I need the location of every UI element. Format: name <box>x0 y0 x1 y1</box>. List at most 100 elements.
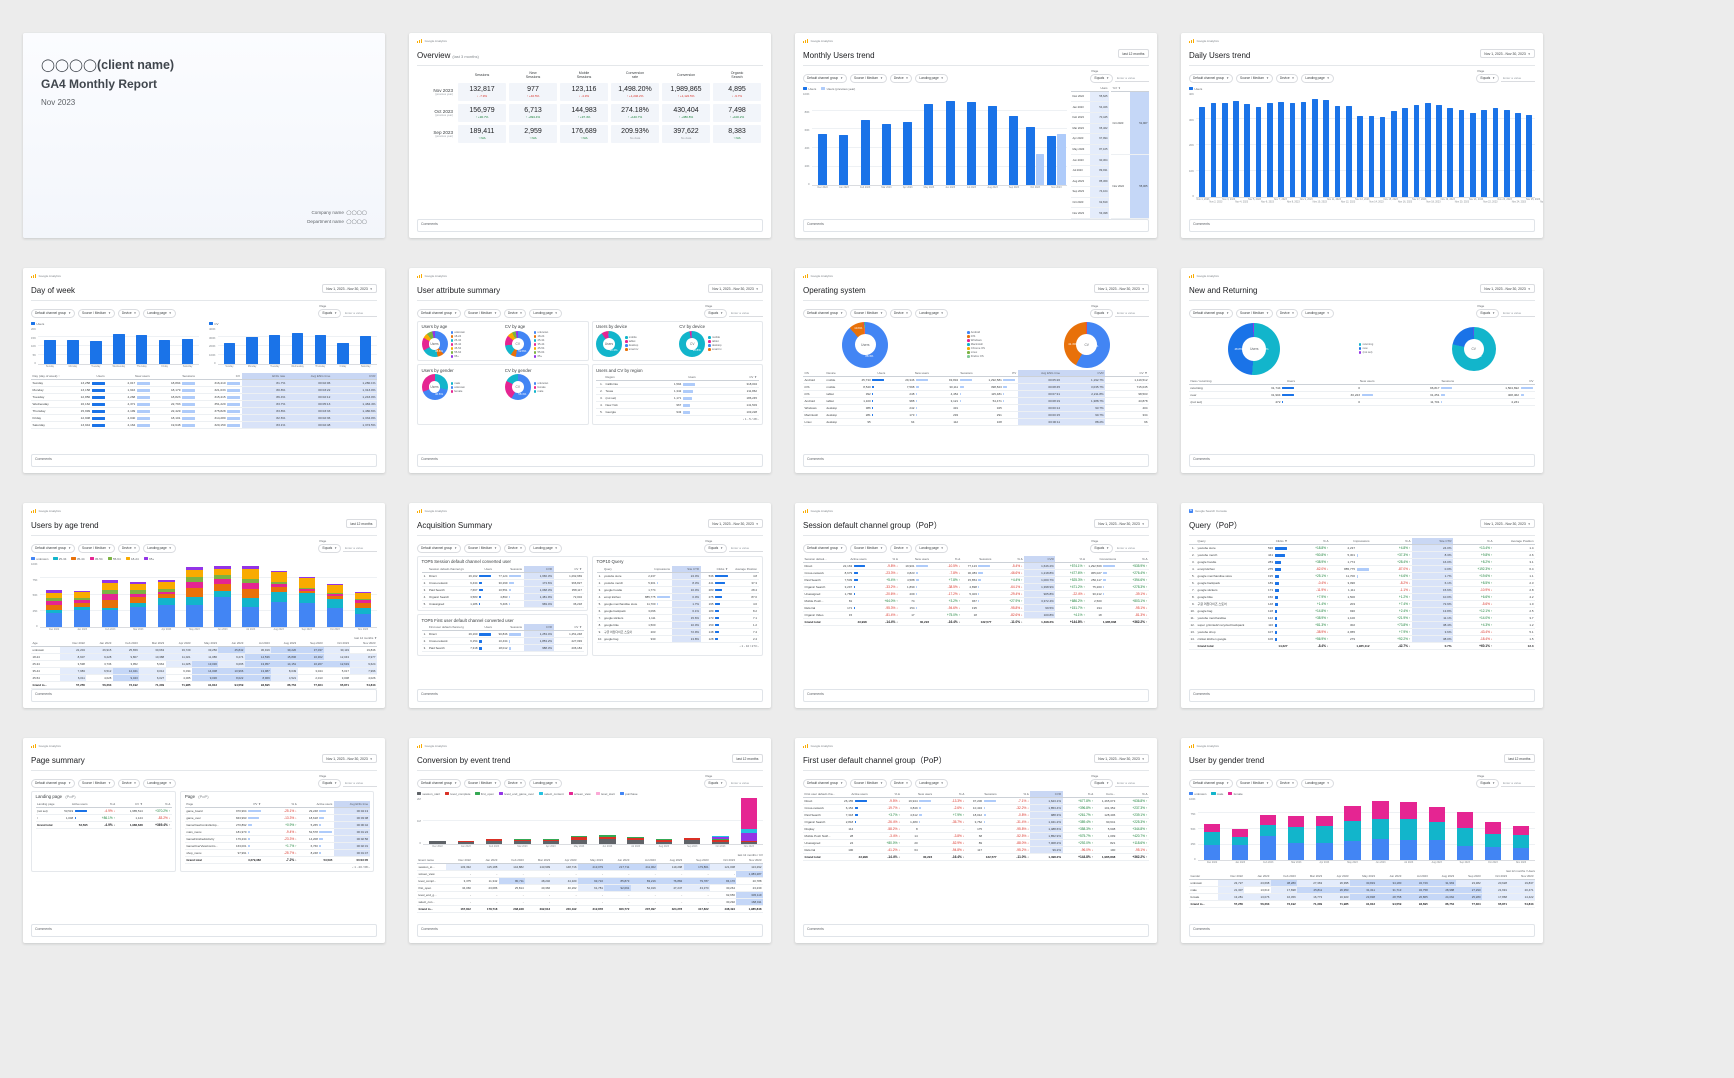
date-range-button[interactable]: last 12 months <box>1117 49 1149 58</box>
page-filter-input[interactable]: Enter a value <box>1115 310 1149 317</box>
page-filter-input[interactable]: Enter a value <box>343 545 377 552</box>
filter-landing-page[interactable]: Landing page ▼ <box>529 308 562 318</box>
comments-box[interactable]: Comments <box>31 454 377 467</box>
comments-box[interactable]: Comments <box>1189 689 1535 702</box>
comments-box[interactable]: Comments <box>417 219 763 232</box>
filter-default-channel-group[interactable]: Default channel group ▼ <box>1189 308 1233 318</box>
table-pager[interactable]: ‹ 1 - 20 / 68 › <box>352 864 370 869</box>
filter-landing-page[interactable]: Landing page ▼ <box>143 543 176 553</box>
filter-source-medium[interactable]: Source / Medium ▼ <box>463 308 501 318</box>
comments-box[interactable]: Comments <box>31 689 377 702</box>
page-filter-input[interactable]: Enter a value <box>1501 780 1535 787</box>
date-range-select[interactable]: Nov 1, 2023 - Nov 30, 2023 ▼ <box>1479 49 1535 58</box>
page-filter-operator[interactable]: Equals ▼ <box>1476 73 1499 83</box>
filter-device[interactable]: Device ▼ <box>889 543 913 553</box>
filter-source-medium[interactable]: Source / Medium ▼ <box>1235 308 1273 318</box>
filter-landing-page[interactable]: Landing page ▼ <box>143 778 176 788</box>
date-range-select[interactable]: Nov 1, 2023 - Nov 30, 2023 ▼ <box>1479 284 1535 293</box>
filter-source-medium[interactable]: Source / Medium ▼ <box>463 543 501 553</box>
comments-box[interactable]: Comments <box>417 454 763 467</box>
filter-landing-page[interactable]: Landing page ▼ <box>1301 778 1334 788</box>
filter-source-medium[interactable]: Source / Medium ▼ <box>77 543 115 553</box>
filter-device[interactable]: Device ▼ <box>117 308 141 318</box>
page-filter-input[interactable]: Enter a value <box>729 780 763 787</box>
date-range-select[interactable]: Nov 1, 2023 - Nov 30, 2023 ▼ <box>1093 754 1149 763</box>
filter-device[interactable]: Device ▼ <box>889 778 913 788</box>
table-pager[interactable]: ‹ 1 - 5 / 28 › <box>742 417 759 422</box>
page-filter-operator[interactable]: Equals ▼ <box>318 543 341 553</box>
date-range-button[interactable]: last 12 months <box>731 754 763 763</box>
filter-landing-page[interactable]: Landing page ▼ <box>529 778 562 788</box>
filter-device[interactable]: Device ▼ <box>503 778 527 788</box>
page-filter-operator[interactable]: Equals ▼ <box>704 778 727 788</box>
filter-default-channel-group[interactable]: Default channel group ▼ <box>1189 73 1233 83</box>
filter-device[interactable]: Device ▼ <box>889 308 913 318</box>
comments-box[interactable]: Comments <box>31 924 377 937</box>
filter-source-medium[interactable]: Source / Medium ▼ <box>849 778 887 788</box>
filter-device[interactable]: Device ▼ <box>1275 778 1299 788</box>
page-filter-operator[interactable]: Equals ▼ <box>1090 543 1113 553</box>
date-range-button[interactable]: last 12 months <box>345 519 377 528</box>
page-filter-input[interactable]: Enter a value <box>343 780 377 787</box>
date-range-select[interactable]: Nov 1, 2023 - Nov 30, 2023 ▼ <box>707 284 763 293</box>
filter-default-channel-group[interactable]: Default channel group ▼ <box>31 543 75 553</box>
date-range-select[interactable]: Nov 1, 2023 - Nov 30, 2023 ▼ <box>1479 519 1535 528</box>
filter-default-channel-group[interactable]: Default channel group ▼ <box>417 543 461 553</box>
filter-default-channel-group[interactable]: Default channel group ▼ <box>31 308 75 318</box>
page-filter-operator[interactable]: Equals ▼ <box>1090 778 1113 788</box>
filter-landing-page[interactable]: Landing page ▼ <box>143 308 176 318</box>
comments-box[interactable]: Comments <box>417 689 763 702</box>
comments-box[interactable]: Comments <box>1189 454 1535 467</box>
page-filter-operator[interactable]: Equals ▼ <box>1476 308 1499 318</box>
comments-box[interactable]: Comments <box>1189 924 1535 937</box>
filter-device[interactable]: Device ▼ <box>503 308 527 318</box>
comments-box[interactable]: Comments <box>803 689 1149 702</box>
comments-box[interactable]: Comments <box>417 924 763 937</box>
date-range-select[interactable]: Nov 1, 2023 - Nov 30, 2023 ▼ <box>1093 284 1149 293</box>
filter-device[interactable]: Device ▼ <box>1275 73 1299 83</box>
filter-source-medium[interactable]: Source / Medium ▼ <box>849 543 887 553</box>
filter-landing-page[interactable]: Landing page ▼ <box>529 543 562 553</box>
filter-landing-page[interactable]: Landing page ▼ <box>1301 73 1334 83</box>
filter-default-channel-group[interactable]: Default channel group ▼ <box>417 778 461 788</box>
comments-box[interactable]: Comments <box>1189 219 1535 232</box>
page-filter-input[interactable]: Enter a value <box>1501 310 1535 317</box>
date-range-select[interactable]: Nov 1, 2023 - Nov 30, 2023 ▼ <box>1093 519 1149 528</box>
filter-device[interactable]: Device ▼ <box>117 543 141 553</box>
date-range-button[interactable]: last 12 months <box>1503 754 1535 763</box>
filter-device[interactable]: Device ▼ <box>1275 308 1299 318</box>
page-filter-input[interactable]: Enter a value <box>1501 75 1535 82</box>
filter-source-medium[interactable]: Source / Medium ▼ <box>849 73 887 83</box>
filter-source-medium[interactable]: Source / Medium ▼ <box>463 778 501 788</box>
filter-source-medium[interactable]: Source / Medium ▼ <box>77 778 115 788</box>
comments-box[interactable]: Comments <box>803 454 1149 467</box>
page-filter-input[interactable]: Enter a value <box>1115 545 1149 552</box>
page-filter-operator[interactable]: Equals ▼ <box>318 308 341 318</box>
date-range-select[interactable]: Nov 1, 2023 - Nov 30, 2023 ▼ <box>321 284 377 293</box>
filter-source-medium[interactable]: Source / Medium ▼ <box>849 308 887 318</box>
page-filter-input[interactable]: Enter a value <box>729 310 763 317</box>
filter-default-channel-group[interactable]: Default channel group ▼ <box>803 73 847 83</box>
filter-device[interactable]: Device ▼ <box>889 73 913 83</box>
filter-default-channel-group[interactable]: Default channel group ▼ <box>803 308 847 318</box>
filter-default-channel-group[interactable]: Default channel group ▼ <box>31 778 75 788</box>
page-filter-input[interactable]: Enter a value <box>729 545 763 552</box>
filter-landing-page[interactable]: Landing page ▼ <box>1301 308 1334 318</box>
filter-default-channel-group[interactable]: Default channel group ▼ <box>417 308 461 318</box>
filter-landing-page[interactable]: Landing page ▼ <box>915 778 948 788</box>
filter-default-channel-group[interactable]: Default channel group ▼ <box>1189 778 1233 788</box>
filter-default-channel-group[interactable]: Default channel group ▼ <box>803 778 847 788</box>
filter-landing-page[interactable]: Landing page ▼ <box>915 73 948 83</box>
filter-landing-page[interactable]: Landing page ▼ <box>915 543 948 553</box>
filter-device[interactable]: Device ▼ <box>503 543 527 553</box>
page-filter-operator[interactable]: Equals ▼ <box>318 778 341 788</box>
filter-landing-page[interactable]: Landing page ▼ <box>915 308 948 318</box>
page-filter-input[interactable]: Enter a value <box>1115 780 1149 787</box>
filter-source-medium[interactable]: Source / Medium ▼ <box>77 308 115 318</box>
page-filter-operator[interactable]: Equals ▼ <box>1090 308 1113 318</box>
page-filter-operator[interactable]: Equals ▼ <box>704 543 727 553</box>
date-range-select[interactable]: Nov 1, 2023 - Nov 30, 2023 ▼ <box>707 519 763 528</box>
filter-source-medium[interactable]: Source / Medium ▼ <box>1235 73 1273 83</box>
page-filter-operator[interactable]: Equals ▼ <box>704 308 727 318</box>
page-filter-input[interactable]: Enter a value <box>343 310 377 317</box>
